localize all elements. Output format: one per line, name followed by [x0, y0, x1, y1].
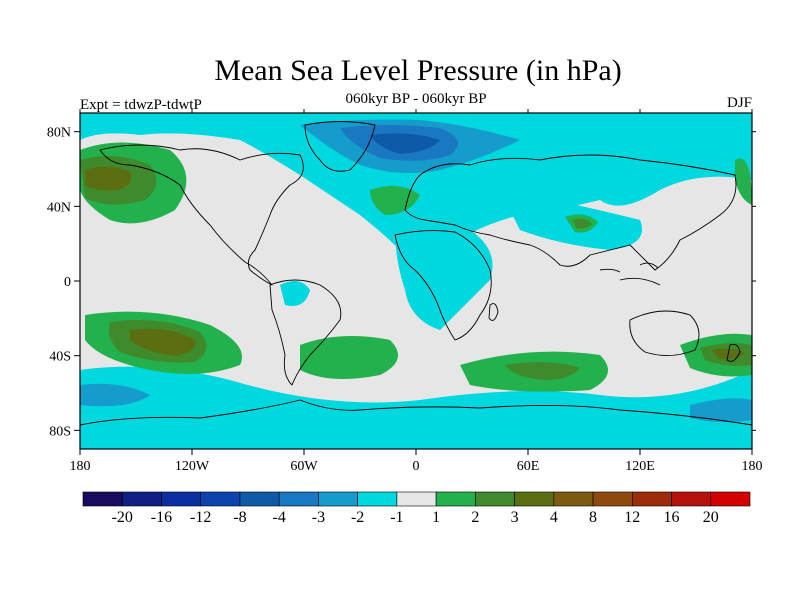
south-atlantic-high	[300, 336, 398, 379]
colorbar-swatch	[318, 491, 358, 507]
colorbar-swatch	[121, 491, 162, 507]
coast-eurasia	[404, 154, 737, 271]
colorbar: -20 -16 -12 -8 -4 -3 -2 -1 1 2 3 4 8 12 16 20	[82, 491, 751, 526]
coast-australia	[629, 310, 700, 356]
colorbar-swatch	[435, 491, 476, 507]
south-pacific-high-core	[130, 328, 196, 356]
coast-north-america	[99, 144, 304, 286]
colorbar-swatch	[357, 491, 398, 507]
north-atlantic-high	[370, 186, 420, 215]
colorbar-label: 16	[664, 509, 680, 526]
pressure-contours	[80, 113, 752, 449]
colorbar-label: 12	[624, 509, 640, 526]
season-label: DJF	[727, 95, 752, 111]
colorbar-swatch	[239, 491, 280, 507]
coast-indonesia	[599, 262, 661, 286]
colorbar-label: -2	[351, 509, 364, 526]
southern-ocean-low	[80, 366, 752, 449]
lon-tick-label: 60E	[517, 459, 540, 474]
lon-tick-label: 180	[742, 459, 763, 474]
colorbar-label: -16	[151, 509, 172, 526]
colorbar-label: -4	[273, 509, 286, 526]
latitude-ticks: 80N 40N 0 40S 80S	[47, 126, 756, 439]
colorbar-label: 2	[471, 509, 479, 526]
lat-tick-label: 80N	[47, 126, 71, 141]
colorbar-swatch	[396, 491, 437, 507]
colorbar-label: -20	[112, 509, 133, 526]
lon-tick-label: 60W	[290, 459, 318, 474]
south-indian-high-inner	[505, 362, 580, 380]
atlantic-low-region	[395, 222, 493, 330]
lon-tick-label: 120W	[175, 459, 210, 474]
lat-tick-label: 80S	[49, 424, 71, 439]
colorbar-label: 1	[432, 509, 440, 526]
map-panel	[80, 113, 752, 449]
asia-high-core	[573, 218, 592, 229]
colorbar-swatch	[710, 491, 751, 507]
colorbar-swatch	[475, 491, 515, 507]
colorbar-label: 3	[511, 509, 519, 526]
lat-tick-label: 0	[64, 275, 71, 290]
north-pacific-high-core	[85, 166, 132, 191]
period-label: 060kyr BP - 060kyr BP	[345, 91, 486, 107]
southern-ocean-low-deep	[80, 383, 150, 407]
lat-tick-label: 40S	[49, 350, 71, 365]
main-title: Mean Sea Level Pressure (in hPa)	[214, 54, 621, 87]
coast-madagascar	[488, 303, 499, 321]
colorbar-swatch	[82, 491, 123, 507]
colorbar-label: 20	[703, 509, 719, 526]
colorbar-swatch	[631, 491, 672, 507]
coast-greenland	[304, 121, 376, 172]
colorbar-swatch	[161, 491, 202, 507]
coast-south-america	[269, 279, 342, 386]
colorbar-label: -3	[312, 509, 325, 526]
pacific-west-high	[735, 158, 752, 205]
longitude-ticks: 180 120W 60W 0 60E 120E 180	[70, 109, 763, 474]
colorbar-swatch	[200, 491, 241, 507]
colorbar-label: 4	[550, 509, 558, 526]
arctic-low-region	[80, 113, 752, 255]
lat-tick-label: 40N	[47, 200, 71, 215]
lon-tick-label: 180	[70, 459, 91, 474]
lon-tick-label: 120E	[625, 459, 655, 474]
experiment-label: Expt = tdwzP-tdwtP	[80, 97, 202, 113]
coast-africa	[394, 230, 492, 341]
coast-antarctica	[80, 399, 752, 426]
colorbar-swatch	[514, 491, 555, 507]
colorbar-label: -1	[390, 509, 403, 526]
colorbar-swatch	[671, 491, 712, 507]
colorbar-label: 8	[589, 509, 597, 526]
coastlines	[80, 121, 752, 426]
colorbar-label: -12	[190, 509, 211, 526]
lon-tick-label: 0	[413, 459, 420, 474]
colorbar-label: -8	[233, 509, 246, 526]
greenland-low-center	[370, 133, 440, 154]
colorbar-swatch	[553, 491, 594, 507]
southern-ocean-low-deep-east	[690, 398, 752, 423]
coast-new-zealand	[726, 343, 741, 362]
colorbar-swatch	[278, 491, 319, 507]
colorbar-swatch	[592, 491, 633, 507]
tropical-atlantic-low	[280, 281, 310, 306]
